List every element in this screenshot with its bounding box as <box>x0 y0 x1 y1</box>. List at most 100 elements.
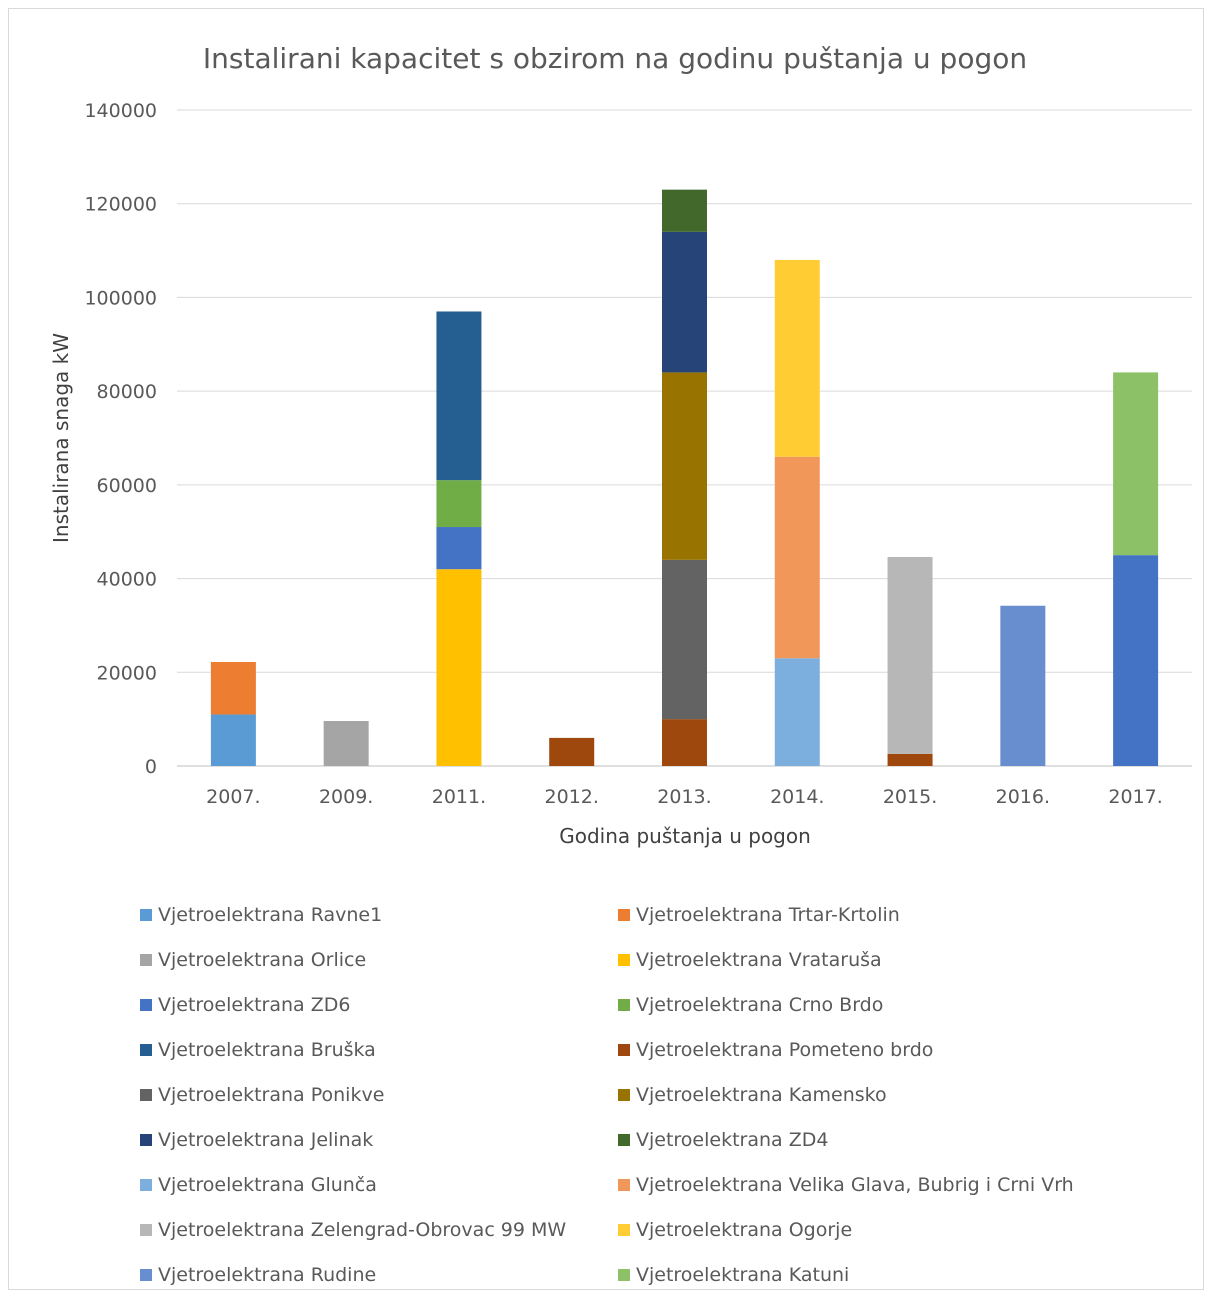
chart-title: Instalirani kapacitet s obzirom na godin… <box>203 42 1027 75</box>
bar-segment <box>662 719 707 766</box>
legend-item: Vjetroelektrana Trtar-Krtolin <box>618 892 1138 937</box>
legend-swatch <box>140 1133 152 1146</box>
bar-segment <box>210 661 256 715</box>
x-axis-label: Godina puštanja u pogon <box>559 824 811 848</box>
legend-label: Vjetroelektrana Ogorje <box>636 1218 853 1241</box>
chart-legend: Vjetroelektrana Ravne1 Vjetroelektrana Tr… <box>140 892 1140 1297</box>
bar-segment <box>436 527 482 570</box>
legend-item: Vjetroelektrana ZD4 <box>618 1117 1138 1162</box>
legend-label: Vjetroelektrana ZD6 <box>158 993 351 1016</box>
y-tick-label: 120000 <box>84 194 157 216</box>
legend-swatch <box>618 1133 630 1146</box>
legend-swatch <box>140 1223 152 1236</box>
legend-item: Vjetroelektrana Crno Brdo <box>618 982 1138 1027</box>
bar-segment <box>887 753 933 766</box>
legend-swatch <box>140 953 152 966</box>
bar-segment <box>887 557 933 754</box>
legend-swatch <box>140 908 152 921</box>
legend-label: Vjetroelektrana Katuni <box>636 1263 850 1286</box>
legend-label: Vjetroelektrana Jelinak <box>158 1128 374 1151</box>
legend-swatch <box>618 1268 630 1281</box>
legend-item: Vjetroelektrana Jelinak <box>140 1117 618 1162</box>
y-tick-label: 60000 <box>97 475 157 497</box>
x-tick-label: 2014. <box>770 786 824 808</box>
legend-label: Vjetroelektrana Glunča <box>158 1173 377 1196</box>
legend-label: Vjetroelektrana ZD4 <box>636 1128 829 1151</box>
legend-swatch <box>618 953 630 966</box>
legend-label: Vjetroelektrana Kamensko <box>636 1083 887 1106</box>
legend-label: Vjetroelektrana Orlice <box>158 948 367 971</box>
legend-label: Vjetroelektrana Bruška <box>158 1038 376 1061</box>
legend-item: Vjetroelektrana Rudine <box>140 1252 618 1297</box>
bar-segment <box>1113 372 1159 556</box>
legend-swatch <box>140 1178 152 1191</box>
bar-segment <box>662 231 707 373</box>
y-axis-ticks: 0 20000 40000 60000 80000 100000 120000 140000 <box>84 100 157 778</box>
legend-label: Vjetroelektrana Velika Glava, Bubrig i C… <box>636 1173 1074 1196</box>
x-tick-label: 2016. <box>996 786 1050 808</box>
x-tick-label: 2015. <box>883 786 937 808</box>
bar-segment <box>323 721 369 766</box>
legend-swatch <box>618 1043 630 1056</box>
chart-canvas: Instalirani kapacitet s obzirom na godin… <box>49 42 1192 848</box>
bars <box>210 189 1159 766</box>
legend-label: Vjetroelektrana Trtar-Krtolin <box>636 903 900 926</box>
legend-label: Vjetroelektrana Crno Brdo <box>636 993 884 1016</box>
legend-item: Vjetroelektrana Vrataruša <box>618 937 1138 982</box>
bar-segment <box>436 480 482 528</box>
x-tick-label: 2007. <box>206 786 260 808</box>
legend-item: Vjetroelektrana Orlice <box>140 937 618 982</box>
legend-item: Vjetroelektrana Pometeno brdo <box>618 1027 1138 1072</box>
legend-item: Vjetroelektrana Bruška <box>140 1027 618 1072</box>
legend-swatch <box>140 998 152 1011</box>
legend-swatch <box>140 1088 152 1101</box>
x-tick-label: 2013. <box>657 786 711 808</box>
legend-swatch <box>140 1268 152 1281</box>
legend-item: Vjetroelektrana Glunča <box>140 1162 618 1207</box>
bar-segment <box>1113 555 1159 766</box>
legend-item: Vjetroelektrana ZD6 <box>140 982 618 1027</box>
y-tick-label: 80000 <box>97 381 157 403</box>
legend-item: Vjetroelektrana Kamensko <box>618 1072 1138 1117</box>
bar-segment <box>774 658 820 766</box>
legend-label: Vjetroelektrana Ravne1 <box>158 903 383 926</box>
y-tick-label: 20000 <box>97 662 157 684</box>
legend-label: Vjetroelektrana Vrataruša <box>636 948 882 971</box>
bar-segment <box>436 311 482 481</box>
x-axis-ticks: 2007. 2009. 2011. 2012. 2013. 2014. 2015. 2016.… <box>206 786 1163 808</box>
legend-swatch <box>618 1223 630 1236</box>
bar-segment <box>549 737 595 766</box>
legend-swatch <box>140 1043 152 1056</box>
y-tick-label: 100000 <box>84 287 157 309</box>
x-tick-label: 2012. <box>545 786 599 808</box>
legend-item: Vjetroelektrana Katuni <box>618 1252 1138 1297</box>
legend-swatch <box>618 908 630 921</box>
bar-segment <box>1000 605 1046 766</box>
legend-label: Vjetroelektrana Ponikve <box>158 1083 385 1106</box>
legend-item: Vjetroelektrana Ogorje <box>618 1207 1138 1252</box>
legend-label: Vjetroelektrana Rudine <box>158 1263 377 1286</box>
legend-item: Vjetroelektrana Ravne1 <box>140 892 618 937</box>
x-tick-label: 2009. <box>319 786 373 808</box>
legend-label: Vjetroelektrana Zelengrad-Obrovac 99 MW <box>158 1218 567 1241</box>
y-axis-label: Instalirana snaga kW <box>49 333 73 543</box>
bar-segment <box>662 372 707 560</box>
x-tick-label: 2011. <box>432 786 486 808</box>
legend-item: Vjetroelektrana Ponikve <box>140 1072 618 1117</box>
bar-segment <box>436 569 482 766</box>
bar-segment <box>662 189 707 232</box>
bar-segment <box>774 259 820 457</box>
x-tick-label: 2017. <box>1108 786 1162 808</box>
y-tick-label: 0 <box>145 756 157 778</box>
bar-segment <box>774 456 820 659</box>
legend-swatch <box>618 998 630 1011</box>
legend-label: Vjetroelektrana Pometeno brdo <box>636 1038 934 1061</box>
bar-segment <box>210 714 256 766</box>
legend-item: Vjetroelektrana Velika Glava, Bubrig i C… <box>618 1162 1138 1207</box>
y-tick-label: 140000 <box>84 100 157 122</box>
bar-segment <box>662 559 707 720</box>
legend-item: Vjetroelektrana Zelengrad-Obrovac 99 MW <box>140 1207 618 1252</box>
y-tick-label: 40000 <box>97 569 157 591</box>
legend-swatch <box>618 1088 630 1101</box>
legend-swatch <box>618 1178 630 1191</box>
